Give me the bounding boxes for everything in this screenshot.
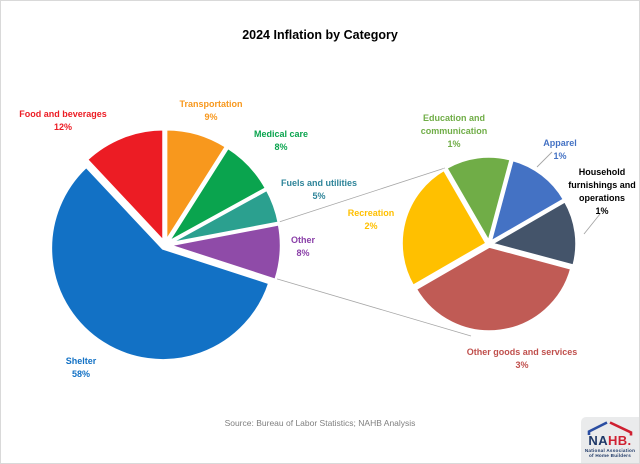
label-transportation: Transportation 9% [156,98,266,124]
label-text: Recreation [347,208,395,218]
label-shelter: Shelter 58% [46,355,116,381]
label-text: Household furnishings and operations [568,167,636,203]
pie-slice-fuels-and-utilities [167,188,281,245]
pie-slice-shelter [49,165,271,362]
nahb-logo: NAHB. National Association of Home Build… [581,417,639,463]
pie-slice-apparel [489,158,566,244]
label-text: Shelter [65,356,97,366]
label-leader-lines [536,151,601,235]
label-text: Food and beverages [19,109,107,119]
label-text: Apparel [543,138,577,148]
label-medical-care: Medical care 8% [233,128,329,154]
pie-slice-other [167,223,283,282]
series-connector-lines [273,167,472,337]
label-apparel: Apparel 1% [530,137,590,163]
pie-slice-transportation [164,127,228,243]
label-household-furnishings-and-operations: Household furnishings and operations 1% [559,166,639,218]
label-value: 1% [553,151,567,161]
label-text: Other goods and services [466,347,578,357]
label-value: 5% [312,191,326,201]
nahb-logo-tagline: National Association of Home Builders [584,448,636,459]
pie-slice-education-and-communication [444,155,512,243]
nahb-logo-wordmark: NAHB. [588,433,632,448]
pie-slice-medical-care [166,146,268,244]
label-value: 12% [53,122,72,132]
label-other: Other 8% [273,234,333,260]
label-text: Other [290,235,315,245]
label-value: 8% [274,142,288,152]
label-value: 1% [447,139,461,149]
pie-slice-household-furnishings-and-operations [490,199,578,267]
nahb-roof-icon [587,421,633,436]
secondary-pie [400,155,578,333]
connector-line [536,151,553,168]
connector-line [278,167,446,223]
label-other-goods-and-services: Other goods and services 3% [437,346,607,372]
pie-slice-food-and-beverages [85,128,165,243]
connector-line [583,213,601,235]
label-text: Medical care [253,129,309,139]
pie-slice-recreation [400,168,488,288]
label-value: 2% [364,221,378,231]
label-fuels-and-utilities: Fuels and utilities 5% [261,177,377,203]
label-text: Transportation [179,99,243,109]
label-value: 8% [296,248,310,258]
label-text: Education and communication [420,113,488,136]
connector-line [273,277,472,337]
source-note: Source: Bureau of Labor Statistics; NAHB… [224,418,416,428]
chart-title: 2024 Inflation by Category [242,28,398,42]
label-food-and-beverages: Food and beverages 12% [5,108,121,134]
label-text: Fuels and utilities [280,178,357,188]
main-pie [49,127,283,362]
label-recreation: Recreation 2% [328,207,414,233]
label-value: 9% [204,112,218,122]
label-value: 58% [71,369,90,379]
label-value: 1% [595,206,609,216]
label-value: 3% [515,360,529,370]
pie-slice-other-goods-and-services [414,245,573,333]
label-education-and-communication: Education and communication 1% [404,112,504,151]
